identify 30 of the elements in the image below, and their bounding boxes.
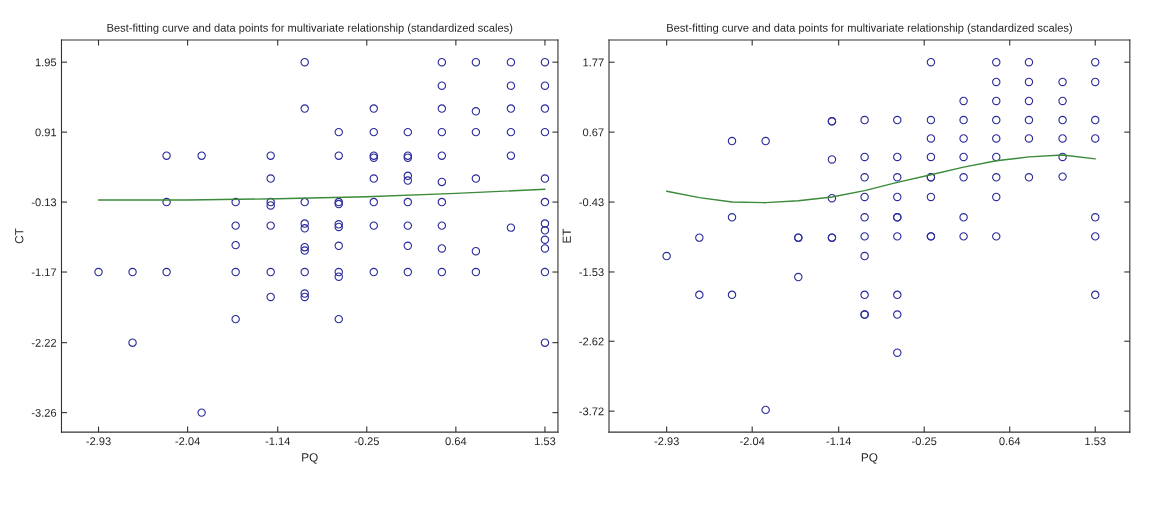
y-tick-label: -3.26 [31, 408, 57, 417]
y-tick-label: -2.62 [579, 337, 604, 346]
y-tick-label: 0.91 [35, 128, 57, 137]
y-tick-label: -1.17 [31, 268, 57, 277]
x-tick-label: -2.04 [740, 437, 765, 446]
y-axis-title: ET [562, 228, 571, 243]
x-axis-title: PQ [861, 453, 878, 464]
y-tick-label: 1.95 [35, 58, 57, 67]
x-tick-label: 1.53 [1085, 437, 1106, 446]
x-tick-label: 0.64 [999, 437, 1021, 446]
y-tick-label: 1.77 [583, 58, 604, 67]
x-tick-label: -1.14 [826, 437, 852, 446]
x-tick-label: -2.93 [654, 437, 679, 446]
chart-title: Best-fitting curve and data points for multivariate relationship (standardized scales) [667, 23, 1072, 34]
x-tick-label: -2.93 [86, 437, 111, 446]
y-tick-label: -3.72 [579, 407, 604, 416]
x-tick-label: 1.53 [534, 437, 556, 446]
chart-title: Best-fitting curve and data points for multivariate relationship (standardized scales) [107, 23, 513, 34]
x-tick-label: -0.25 [912, 437, 937, 446]
y-tick-label: -1.53 [579, 268, 604, 277]
x-tick-label: -2.04 [175, 437, 200, 446]
y-axis-title: CT [15, 228, 24, 244]
x-tick-label: 0.64 [445, 437, 467, 446]
y-tick-label: 0.67 [582, 128, 604, 137]
x-tick-label: -1.14 [265, 437, 291, 446]
y-tick-label: -0.43 [579, 198, 604, 207]
x-axis-title: PQ [302, 453, 318, 464]
y-tick-label: -2.22 [31, 338, 57, 347]
x-tick-label: -0.25 [354, 437, 379, 446]
y-tick-label: -0.13 [31, 198, 57, 207]
